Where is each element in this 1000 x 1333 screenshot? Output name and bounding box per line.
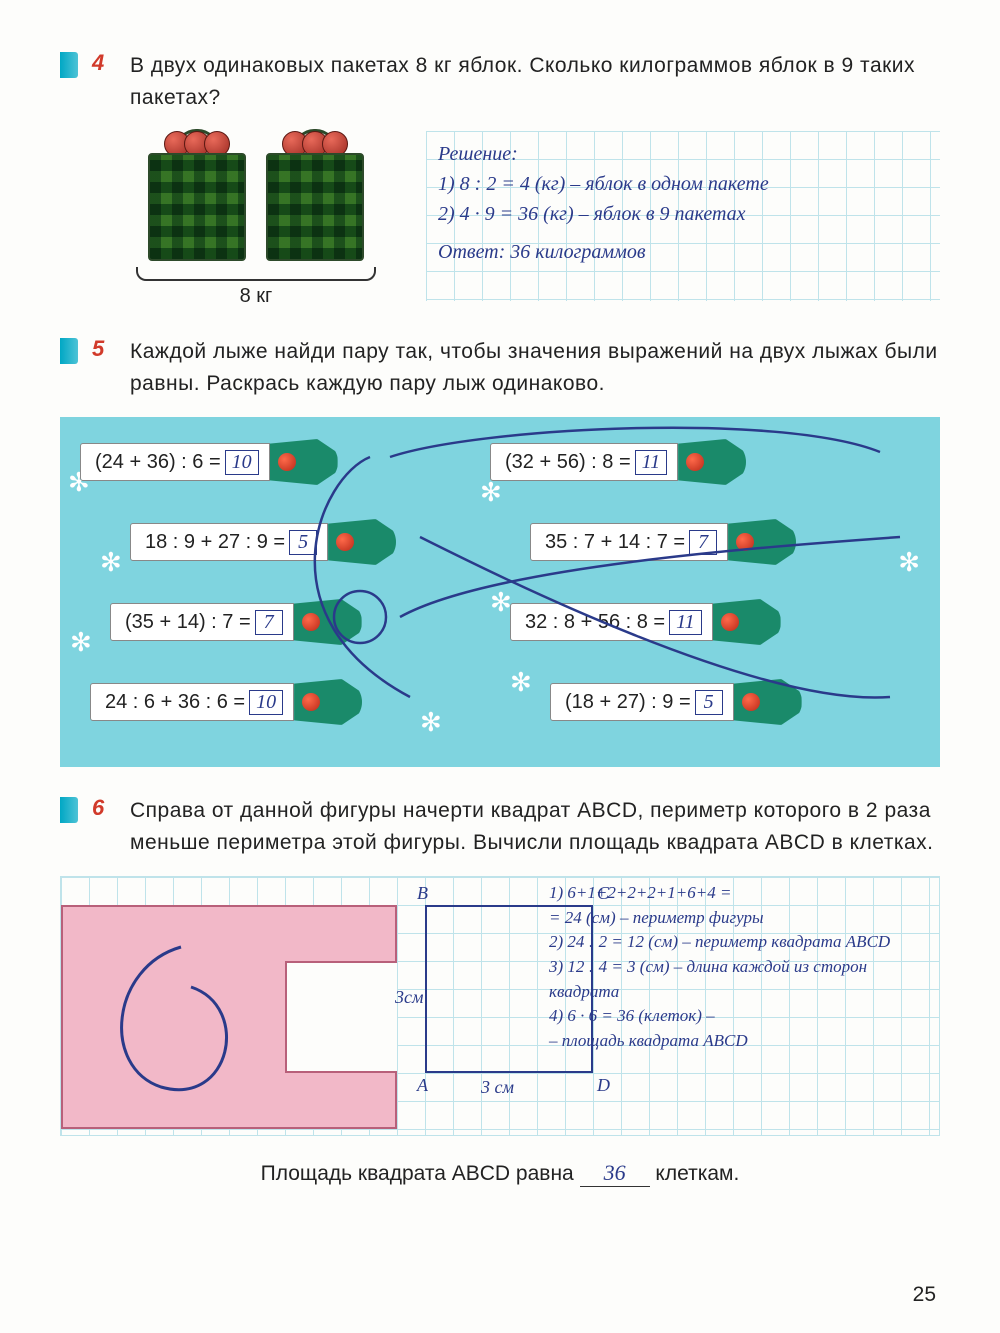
ski-expression: 32 : 8 + 56 : 8 =11	[510, 603, 713, 641]
pink-shape-notch	[285, 961, 397, 1073]
ski-item: (32 + 56) : 8 =11	[490, 439, 746, 485]
expression-text: (18 + 27) : 9 =	[565, 691, 691, 714]
expression-text: 18 : 9 + 27 : 9 =	[145, 531, 285, 554]
expression-answer: 7	[255, 610, 283, 635]
problem-4-body: 8 кг Решение: 1) 8 : 2 = 4 (кг) – яблок …	[116, 131, 940, 308]
expression-answer: 10	[249, 690, 283, 715]
vertex-d: D	[597, 1075, 610, 1096]
ski-expression: (24 + 36) : 6 =10	[80, 443, 270, 481]
problem-4-header: 4 В двух одинаковых пакетах 8 кг яблок. …	[60, 50, 940, 113]
expression-answer: 11	[669, 610, 702, 635]
snowflake-icon: ✻	[70, 627, 92, 658]
solution-answer: Ответ: 36 килограммов	[438, 237, 928, 267]
problem-5: 5 Каждой лыже найди пару так, чтобы знач…	[60, 336, 940, 767]
accent-tab	[60, 52, 78, 78]
problem-6: 6 Справа от данной фигуры начерти квадра…	[60, 795, 940, 1187]
solution-line: – площадь квадрата ABCD	[549, 1029, 929, 1054]
snowflake-icon: ✻	[420, 707, 442, 738]
expression-text: (32 + 56) : 8 =	[505, 451, 631, 474]
accent-tab	[60, 797, 78, 823]
figure-grid: B C A D 3 см 3см 1) 6+1+2+2+2+1+6+4 = = …	[60, 876, 940, 1136]
expression-text: (24 + 36) : 6 =	[95, 451, 221, 474]
expression-text: 24 : 6 + 36 : 6 =	[105, 691, 245, 714]
problem-6-header: 6 Справа от данной фигуры начерти квадра…	[60, 795, 940, 858]
answer-value: 36	[580, 1160, 650, 1187]
expression-answer: 5	[289, 530, 317, 555]
solution-grid: Решение: 1) 8 : 2 = 4 (кг) – яблок в одн…	[426, 131, 940, 301]
ski-tip-icon	[713, 599, 781, 645]
snowflake-icon: ✻	[490, 587, 512, 618]
ski-item: 32 : 8 + 56 : 8 =11	[510, 599, 781, 645]
bag-icon	[144, 131, 250, 261]
weight-label: 8 кг	[116, 285, 396, 308]
solution-line: 3) 12 : 4 = 3 (см) – длина каждой из сто…	[549, 955, 929, 1004]
ski-expression: (35 + 14) : 7 =7	[110, 603, 294, 641]
problem-text: Справа от данной фигуры начерти квадрат …	[130, 795, 940, 858]
ski-tip-icon	[728, 519, 796, 565]
ski-panel: ✻ ✻ ✻ ✻ ✻ ✻ ✻ ✻ (24 + 36) : 6 =1018 : 9 …	[60, 417, 940, 767]
solution-title: Решение:	[438, 139, 928, 169]
p6-answer-line: Площадь квадрата ABCD равна 36 клеткам.	[60, 1160, 940, 1187]
ski-tip-icon	[328, 519, 396, 565]
ski-tip-icon	[294, 679, 362, 725]
answer-label-post: клеткам.	[655, 1162, 739, 1185]
ski-item: 35 : 7 + 14 : 7 =7	[530, 519, 796, 565]
expression-text: 32 : 8 + 56 : 8 =	[525, 611, 665, 634]
expression-answer: 7	[689, 530, 717, 555]
vertex-a: A	[417, 1075, 428, 1096]
expression-answer: 11	[635, 450, 668, 475]
snowflake-icon: ✻	[898, 547, 920, 578]
page-number: 25	[913, 1283, 936, 1307]
p6-solution: 1) 6+1+2+2+2+1+6+4 = = 24 (см) – перимет…	[549, 881, 929, 1053]
ski-tip-icon	[294, 599, 362, 645]
ski-tip-icon	[734, 679, 802, 725]
ski-item: 24 : 6 + 36 : 6 =10	[90, 679, 362, 725]
solution-line: 2) 24 : 2 = 12 (см) – периметр квадрата …	[549, 930, 929, 955]
ski-expression: (32 + 56) : 8 =11	[490, 443, 678, 481]
expression-answer: 10	[225, 450, 259, 475]
problem-number: 5	[92, 336, 116, 362]
side-label: 3 см	[481, 1077, 514, 1098]
solution-line: = 24 (см) – периметр фигуры	[549, 906, 929, 931]
snowflake-icon: ✻	[510, 667, 532, 698]
brace-icon	[136, 267, 376, 281]
expression-answer: 5	[695, 690, 723, 715]
vertex-b: B	[417, 883, 428, 904]
ski-item: (18 + 27) : 9 =5	[550, 679, 802, 725]
ski-item: (24 + 36) : 6 =10	[80, 439, 338, 485]
ski-expression: 18 : 9 + 27 : 9 =5	[130, 523, 328, 561]
bag-icon	[262, 131, 368, 261]
ski-expression: (18 + 27) : 9 =5	[550, 683, 734, 721]
answer-label-pre: Площадь квадрата ABCD равна	[261, 1162, 574, 1185]
expression-text: 35 : 7 + 14 : 7 =	[545, 531, 685, 554]
problem-text: В двух одинаковых пакетах 8 кг яблок. Ск…	[130, 50, 940, 113]
ski-expression: 24 : 6 + 36 : 6 =10	[90, 683, 294, 721]
expression-text: (35 + 14) : 7 =	[125, 611, 251, 634]
ski-tip-icon	[678, 439, 746, 485]
problem-text: Каждой лыже найди пару так, чтобы значен…	[130, 336, 940, 399]
ski-tip-icon	[270, 439, 338, 485]
snowflake-icon: ✻	[100, 547, 122, 578]
solution-line: 1) 8 : 2 = 4 (кг) – яблок в одном пакете	[438, 169, 928, 199]
ski-item: 18 : 9 + 27 : 9 =5	[130, 519, 396, 565]
problem-5-header: 5 Каждой лыже найди пару так, чтобы знач…	[60, 336, 940, 399]
solution-line: 1) 6+1+2+2+2+1+6+4 =	[549, 881, 929, 906]
side-label: 3см	[395, 987, 423, 1008]
accent-tab	[60, 338, 78, 364]
problem-number: 6	[92, 795, 116, 821]
solution-line: 4) 6 · 6 = 36 (клеток) –	[549, 1004, 929, 1029]
ski-expression: 35 : 7 + 14 : 7 =7	[530, 523, 728, 561]
problem-4: 4 В двух одинаковых пакетах 8 кг яблок. …	[60, 50, 940, 308]
solution-line: 2) 4 · 9 = 36 (кг) – яблок в 9 пакетах	[438, 199, 928, 229]
bags-illustration: 8 кг	[116, 131, 396, 308]
ski-item: (35 + 14) : 7 =7	[110, 599, 362, 645]
problem-number: 4	[92, 50, 116, 76]
